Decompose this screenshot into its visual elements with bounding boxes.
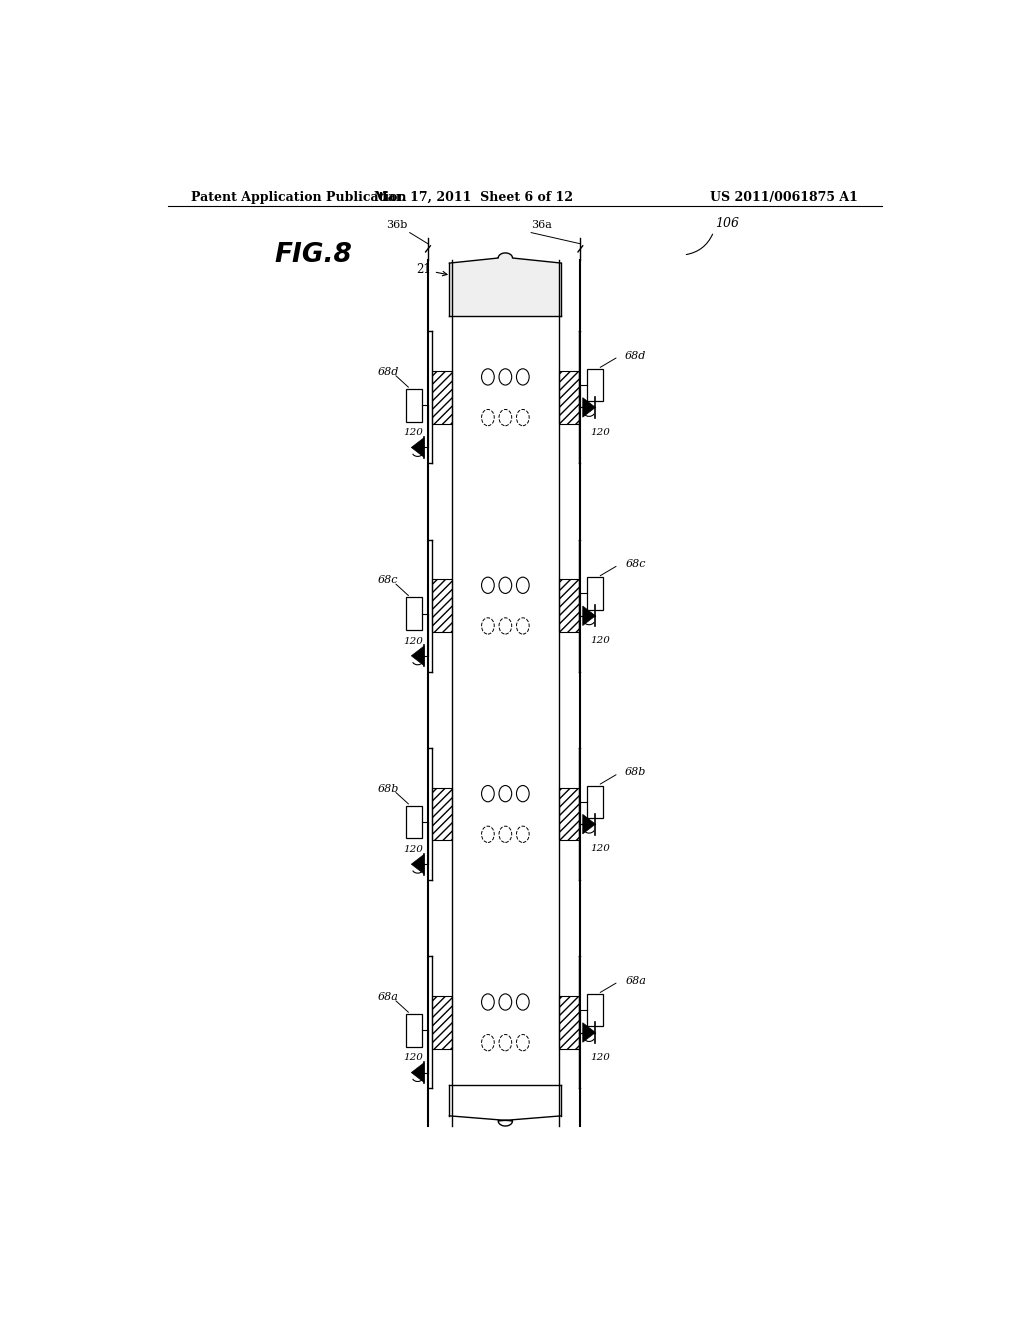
Bar (587, 994, 602, 1027)
Polygon shape (583, 397, 595, 417)
Text: 68c: 68c (378, 576, 398, 585)
Text: Patent Application Publication: Patent Application Publication (191, 191, 407, 203)
Bar (406, 598, 422, 630)
Bar (559, 995, 579, 1049)
Text: 120: 120 (403, 1053, 423, 1063)
Bar (587, 785, 602, 818)
Text: US 2011/0061875 A1: US 2011/0061875 A1 (711, 191, 858, 203)
Text: Mar. 17, 2011  Sheet 6 of 12: Mar. 17, 2011 Sheet 6 of 12 (374, 191, 572, 203)
Polygon shape (412, 438, 424, 457)
Text: 68c: 68c (626, 560, 646, 569)
Text: 68b: 68b (625, 767, 646, 777)
Text: 36b: 36b (386, 219, 408, 230)
Polygon shape (412, 854, 424, 874)
Bar (559, 371, 579, 424)
Polygon shape (412, 1063, 424, 1082)
Bar (432, 788, 452, 841)
Text: 36a: 36a (531, 219, 552, 230)
Text: 68d: 68d (625, 351, 646, 360)
Text: 68a: 68a (378, 993, 399, 1002)
Text: 68d: 68d (378, 367, 399, 378)
Text: 120: 120 (590, 636, 609, 645)
Bar (432, 995, 452, 1049)
Text: 120: 120 (590, 845, 609, 854)
Bar (559, 788, 579, 841)
Text: 21: 21 (416, 263, 447, 276)
Bar (406, 1014, 422, 1047)
Bar (432, 371, 452, 424)
Bar (406, 389, 422, 421)
Text: 120: 120 (590, 428, 609, 437)
Text: 120: 120 (403, 845, 423, 854)
Bar (587, 368, 602, 401)
Text: 120: 120 (403, 428, 423, 437)
Text: 68a: 68a (626, 975, 646, 986)
Bar (406, 805, 422, 838)
Text: 106: 106 (715, 216, 739, 230)
Polygon shape (583, 814, 595, 834)
Bar (559, 579, 579, 632)
Text: 120: 120 (403, 636, 423, 645)
Polygon shape (583, 606, 595, 626)
Polygon shape (412, 645, 424, 665)
Text: 68b: 68b (378, 784, 399, 793)
Text: FIG.8: FIG.8 (274, 242, 352, 268)
Text: 120: 120 (590, 1053, 609, 1061)
Bar (432, 579, 452, 632)
Polygon shape (583, 1023, 595, 1043)
Bar (587, 577, 602, 610)
Polygon shape (450, 253, 561, 315)
